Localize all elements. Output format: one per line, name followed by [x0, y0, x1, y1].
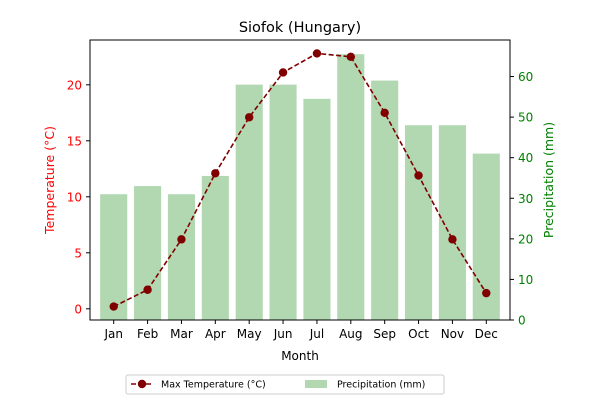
y-right-tick-label: 20 — [518, 232, 533, 246]
chart-title: Siofok (Hungary) — [239, 20, 361, 36]
legend-temp-marker — [137, 379, 147, 389]
x-tick-label: Jun — [273, 327, 293, 341]
precip-bar-aug — [337, 54, 365, 320]
temp-point-jan — [109, 302, 118, 311]
y-axis-left-label: Temperature (°C) — [42, 126, 57, 235]
precip-bar-jan — [100, 194, 128, 320]
y-right-tick-label: 40 — [518, 151, 533, 165]
x-tick-label: Nov — [441, 327, 464, 341]
y-left-tick-label: 10 — [67, 190, 82, 204]
temp-point-sep — [380, 108, 389, 118]
temp-point-apr — [211, 169, 220, 178]
y-left-tick-label: 20 — [67, 78, 82, 92]
y-axis-right-label: Precipitation (mm) — [541, 122, 556, 238]
legend-precip-swatch — [305, 380, 327, 388]
precip-bar-sep — [371, 80, 399, 320]
x-tick-label: Dec — [475, 327, 498, 341]
temperature-line — [109, 49, 491, 311]
y-left-tick-label: 15 — [67, 134, 82, 148]
legend: Max Temperature (°C) Precipitation (mm) — [125, 374, 445, 395]
temp-point-nov — [448, 235, 457, 244]
temp-point-jun — [278, 68, 288, 77]
temp-point-feb — [143, 285, 152, 294]
precip-bar-jun — [269, 84, 297, 320]
y-left-tick-label: 0 — [74, 302, 82, 316]
y-axis-right: 0 10 20 30 40 50 60 — [510, 70, 533, 328]
x-tick-label: Feb — [137, 327, 158, 341]
y-right-tick-label: 0 — [518, 314, 526, 328]
legend-temp-label: Max Temperature (°C) — [161, 380, 266, 391]
temp-point-jul — [312, 49, 322, 58]
x-tick-label: Mar — [170, 327, 193, 341]
precip-bar-may — [235, 84, 263, 320]
x-tick-label: May — [237, 327, 262, 341]
y-right-tick-label: 30 — [518, 192, 533, 206]
plot-frame — [89, 39, 511, 321]
x-tick-label: Aug — [339, 327, 362, 341]
y-right-tick-label: 10 — [518, 273, 533, 287]
precip-bar-feb — [134, 186, 162, 320]
x-tick-label: Sep — [373, 327, 396, 341]
temp-point-oct — [414, 171, 423, 180]
x-tick-label: Oct — [408, 327, 429, 341]
x-tick-label: Apr — [205, 327, 226, 341]
temp-point-may — [244, 113, 254, 122]
precip-bar-jul — [303, 98, 331, 320]
legend-precip-label: Precipitation (mm) — [337, 380, 425, 391]
precipitation-bars — [100, 54, 500, 320]
temp-point-mar — [177, 235, 186, 244]
x-axis-label: Month — [281, 349, 319, 363]
precip-bar-apr — [201, 175, 229, 320]
precip-bar-mar — [167, 194, 195, 320]
x-axis: Jan Feb Mar Apr May Jun Jul Aug Sep Oct Nov Dec — [103, 320, 498, 341]
temp-point-aug — [346, 52, 356, 61]
legend-frame — [125, 374, 445, 395]
x-tick-label: Jan — [103, 327, 123, 341]
x-tick-label: Jul — [309, 327, 324, 341]
y-right-tick-label: 60 — [518, 70, 533, 84]
y-axis-left: 0 5 10 15 20 — [67, 78, 90, 316]
y-right-tick-label: 50 — [518, 111, 533, 125]
precip-bar-oct — [405, 125, 433, 320]
y-left-tick-label: 5 — [74, 246, 82, 260]
temp-point-dec — [482, 288, 491, 298]
